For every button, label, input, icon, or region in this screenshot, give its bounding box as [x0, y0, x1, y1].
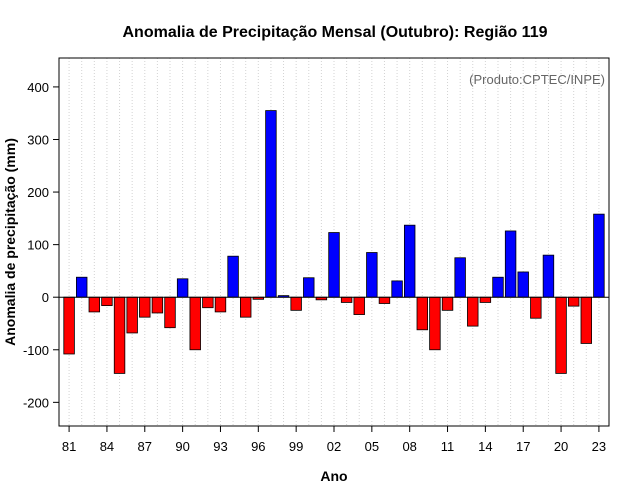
bar-2005 — [366, 252, 378, 298]
bar-2021 — [567, 296, 580, 307]
bars-group — [63, 110, 605, 374]
bar-1981 — [63, 296, 75, 355]
x-tick-label: 11 — [441, 439, 455, 454]
y-axis: -200 -100 0 100 200 300 400 — [23, 80, 59, 410]
bar-2002 — [328, 232, 340, 298]
x-tick-label: 93 — [213, 439, 227, 454]
vertical-gridlines — [68, 58, 600, 426]
x-tick-label: 87 — [138, 439, 152, 454]
bar-2017 — [517, 271, 529, 298]
bar-2022 — [580, 296, 592, 344]
bar-2018 — [530, 296, 542, 319]
x-tick-label: 05 — [365, 439, 379, 454]
bar-2019 — [542, 254, 555, 298]
bar-2003 — [340, 296, 353, 303]
x-tick-label: 99 — [289, 439, 303, 454]
y-tick-label: 0 — [42, 290, 49, 305]
x-tick-label: 81 — [62, 439, 76, 454]
bar-2004 — [353, 296, 365, 315]
x-tick-label: 96 — [251, 439, 265, 454]
y-tick-label: -200 — [23, 395, 49, 410]
bar-1988 — [151, 296, 164, 314]
bar-2014 — [479, 296, 492, 303]
bar-1993 — [214, 296, 227, 313]
bar-1987 — [139, 296, 151, 318]
y-tick-label: 100 — [27, 238, 49, 253]
bar-1990 — [176, 278, 189, 298]
bar-2016 — [504, 230, 517, 298]
x-tick-label: 02 — [327, 439, 341, 454]
bar-2023 — [593, 213, 605, 298]
bar-2009 — [416, 296, 429, 331]
bar-2000 — [303, 277, 315, 298]
x-tick-label: 20 — [554, 439, 568, 454]
bar-1989 — [164, 296, 176, 329]
x-tick-label: 17 — [516, 439, 530, 454]
y-tick-label: 200 — [27, 185, 49, 200]
x-tick-label: 14 — [478, 439, 492, 454]
bar-1997 — [265, 110, 277, 298]
bar-1984 — [101, 296, 113, 307]
bar-1983 — [88, 296, 101, 313]
bar-2013 — [467, 296, 479, 327]
bar-2006 — [378, 296, 391, 304]
bar-2007 — [391, 280, 403, 298]
bar-1985 — [113, 296, 126, 374]
bar-1992 — [202, 296, 214, 309]
x-tick-label: 23 — [592, 439, 606, 454]
x-axis-label: Ano — [320, 468, 347, 484]
bar-2011 — [441, 296, 454, 311]
y-tick-label: -100 — [23, 343, 49, 358]
bar-2010 — [429, 296, 441, 351]
product-credit: (Produto:CPTEC/INPE) — [469, 72, 605, 87]
y-tick-label: 300 — [27, 132, 49, 147]
x-axis: 81 84 87 90 93 96 99 02 05 08 11 14 17 20 23 — [62, 426, 606, 454]
bar-1982 — [76, 276, 88, 298]
bar-2020 — [555, 296, 567, 374]
y-axis-label: Anomalia de precipitação (mm) — [2, 138, 18, 346]
x-tick-label: 08 — [402, 439, 416, 454]
bar-2008 — [403, 224, 416, 298]
bar-2012 — [454, 257, 466, 298]
bar-1991 — [189, 296, 201, 351]
chart-title: Anomalia de Precipitação Mensal (Outubro… — [123, 24, 548, 41]
y-tick-label: 400 — [27, 80, 49, 95]
bar-1999 — [290, 296, 302, 311]
bar-1986 — [126, 296, 138, 334]
bar-1995 — [239, 296, 252, 318]
bar-2015 — [492, 276, 504, 298]
x-tick-label: 84 — [100, 439, 114, 454]
x-tick-label: 90 — [175, 439, 189, 454]
bar-1994 — [227, 255, 239, 298]
